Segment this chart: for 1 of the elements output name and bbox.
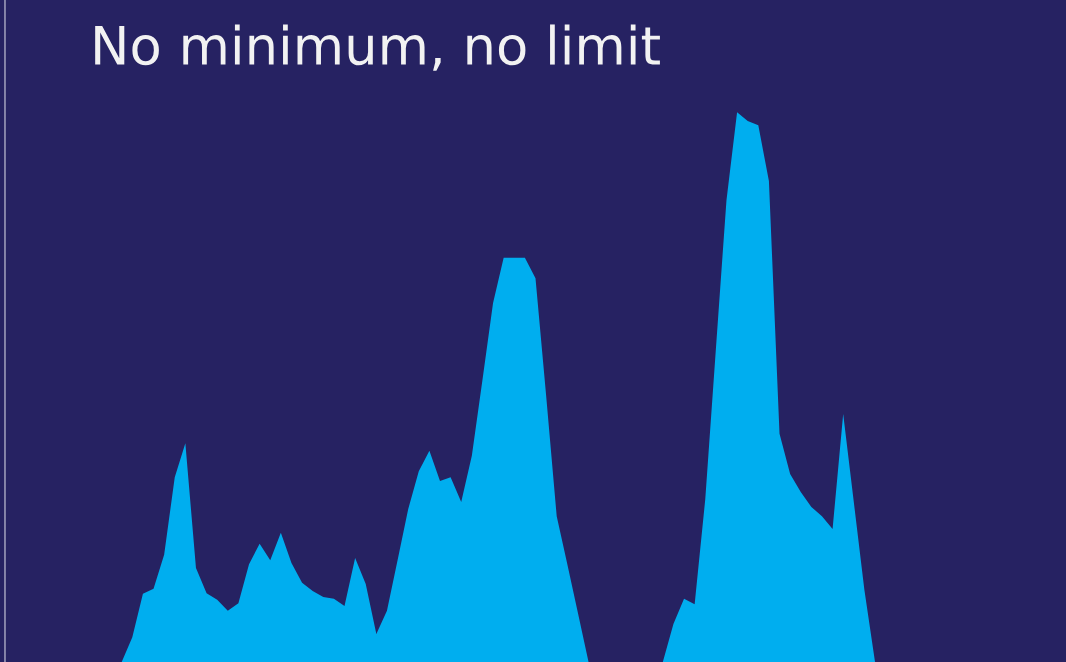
- chart-title: No minimum, no limit: [95, 24, 660, 71]
